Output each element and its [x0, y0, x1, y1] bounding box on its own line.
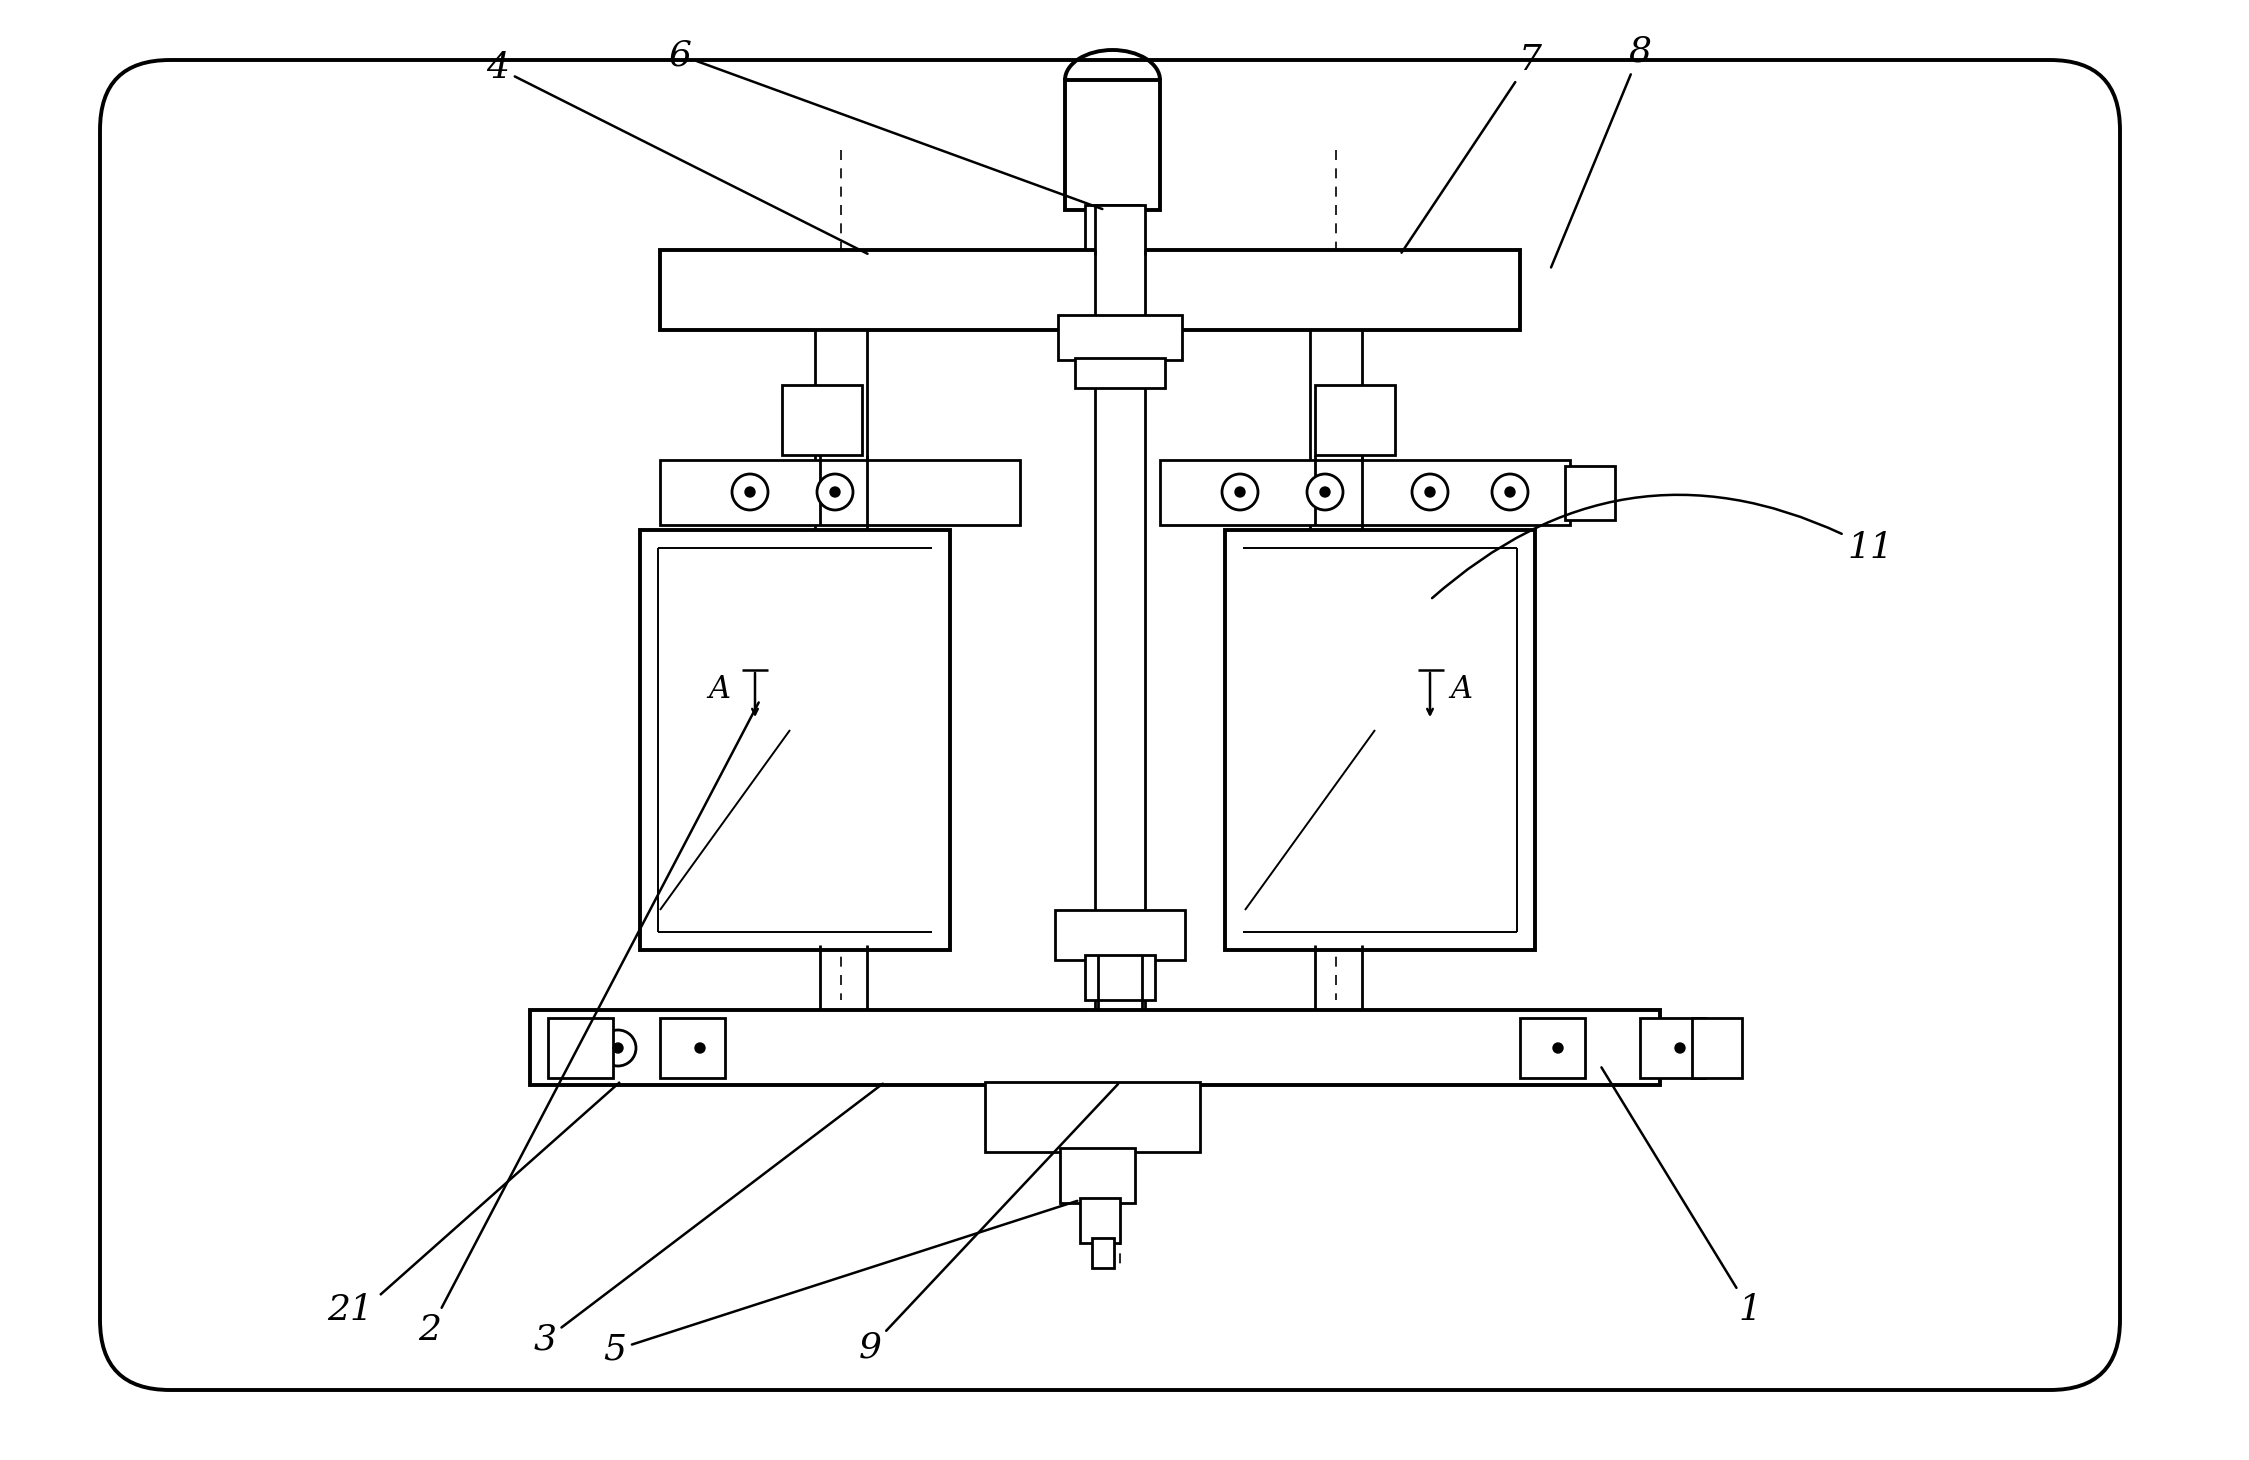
Bar — [1226, 530, 1536, 950]
Circle shape — [1307, 474, 1343, 510]
FancyBboxPatch shape — [99, 60, 2121, 1390]
Circle shape — [816, 474, 852, 510]
Text: A: A — [1451, 675, 1473, 705]
Text: 2: 2 — [418, 702, 758, 1348]
Circle shape — [1505, 488, 1516, 496]
Bar — [1075, 358, 1165, 388]
Circle shape — [1541, 1029, 1577, 1066]
Circle shape — [1426, 488, 1435, 496]
Bar — [1055, 910, 1185, 961]
Bar — [1095, 204, 1145, 1025]
Circle shape — [1412, 474, 1448, 510]
Circle shape — [731, 474, 767, 510]
Bar — [531, 1010, 1660, 1085]
Bar — [1059, 1148, 1136, 1203]
Circle shape — [1554, 1042, 1563, 1053]
Circle shape — [744, 488, 756, 496]
Bar — [1084, 204, 1140, 255]
Text: 3: 3 — [533, 1083, 884, 1356]
Bar — [985, 1082, 1201, 1152]
Text: 1: 1 — [1601, 1067, 1761, 1327]
Bar — [659, 250, 1520, 330]
Bar — [1093, 1238, 1113, 1267]
Circle shape — [1676, 1042, 1685, 1053]
Bar — [1316, 385, 1394, 456]
Bar — [659, 460, 1021, 526]
Bar — [1565, 466, 1615, 520]
Text: 6: 6 — [668, 38, 1102, 209]
Circle shape — [614, 1042, 623, 1053]
Bar — [1057, 315, 1183, 361]
Text: 9: 9 — [859, 1083, 1118, 1365]
Text: 8: 8 — [1552, 35, 1651, 267]
Bar — [1084, 955, 1156, 1000]
Bar — [659, 1018, 724, 1077]
Text: 7: 7 — [1401, 42, 1541, 253]
Circle shape — [1662, 1029, 1698, 1066]
Bar — [1309, 330, 1363, 910]
Text: A: A — [708, 675, 731, 705]
Bar — [1160, 460, 1570, 526]
Circle shape — [695, 1042, 704, 1053]
Circle shape — [1235, 488, 1246, 496]
Circle shape — [830, 488, 839, 496]
Circle shape — [600, 1029, 636, 1066]
Circle shape — [1221, 474, 1257, 510]
Circle shape — [681, 1029, 717, 1066]
Bar — [1691, 1018, 1743, 1077]
Bar — [549, 1018, 614, 1077]
Circle shape — [1491, 474, 1527, 510]
Bar — [783, 385, 861, 456]
Bar — [1080, 1199, 1120, 1242]
Circle shape — [1320, 488, 1329, 496]
Bar — [1066, 80, 1160, 210]
Text: 5: 5 — [603, 1202, 1077, 1367]
Bar — [641, 530, 949, 950]
Text: 21: 21 — [326, 1294, 373, 1327]
Bar — [1640, 1018, 1705, 1077]
Text: 4: 4 — [486, 51, 868, 254]
Text: 11: 11 — [1433, 495, 1894, 599]
Bar — [814, 330, 868, 910]
Bar — [1520, 1018, 1586, 1077]
